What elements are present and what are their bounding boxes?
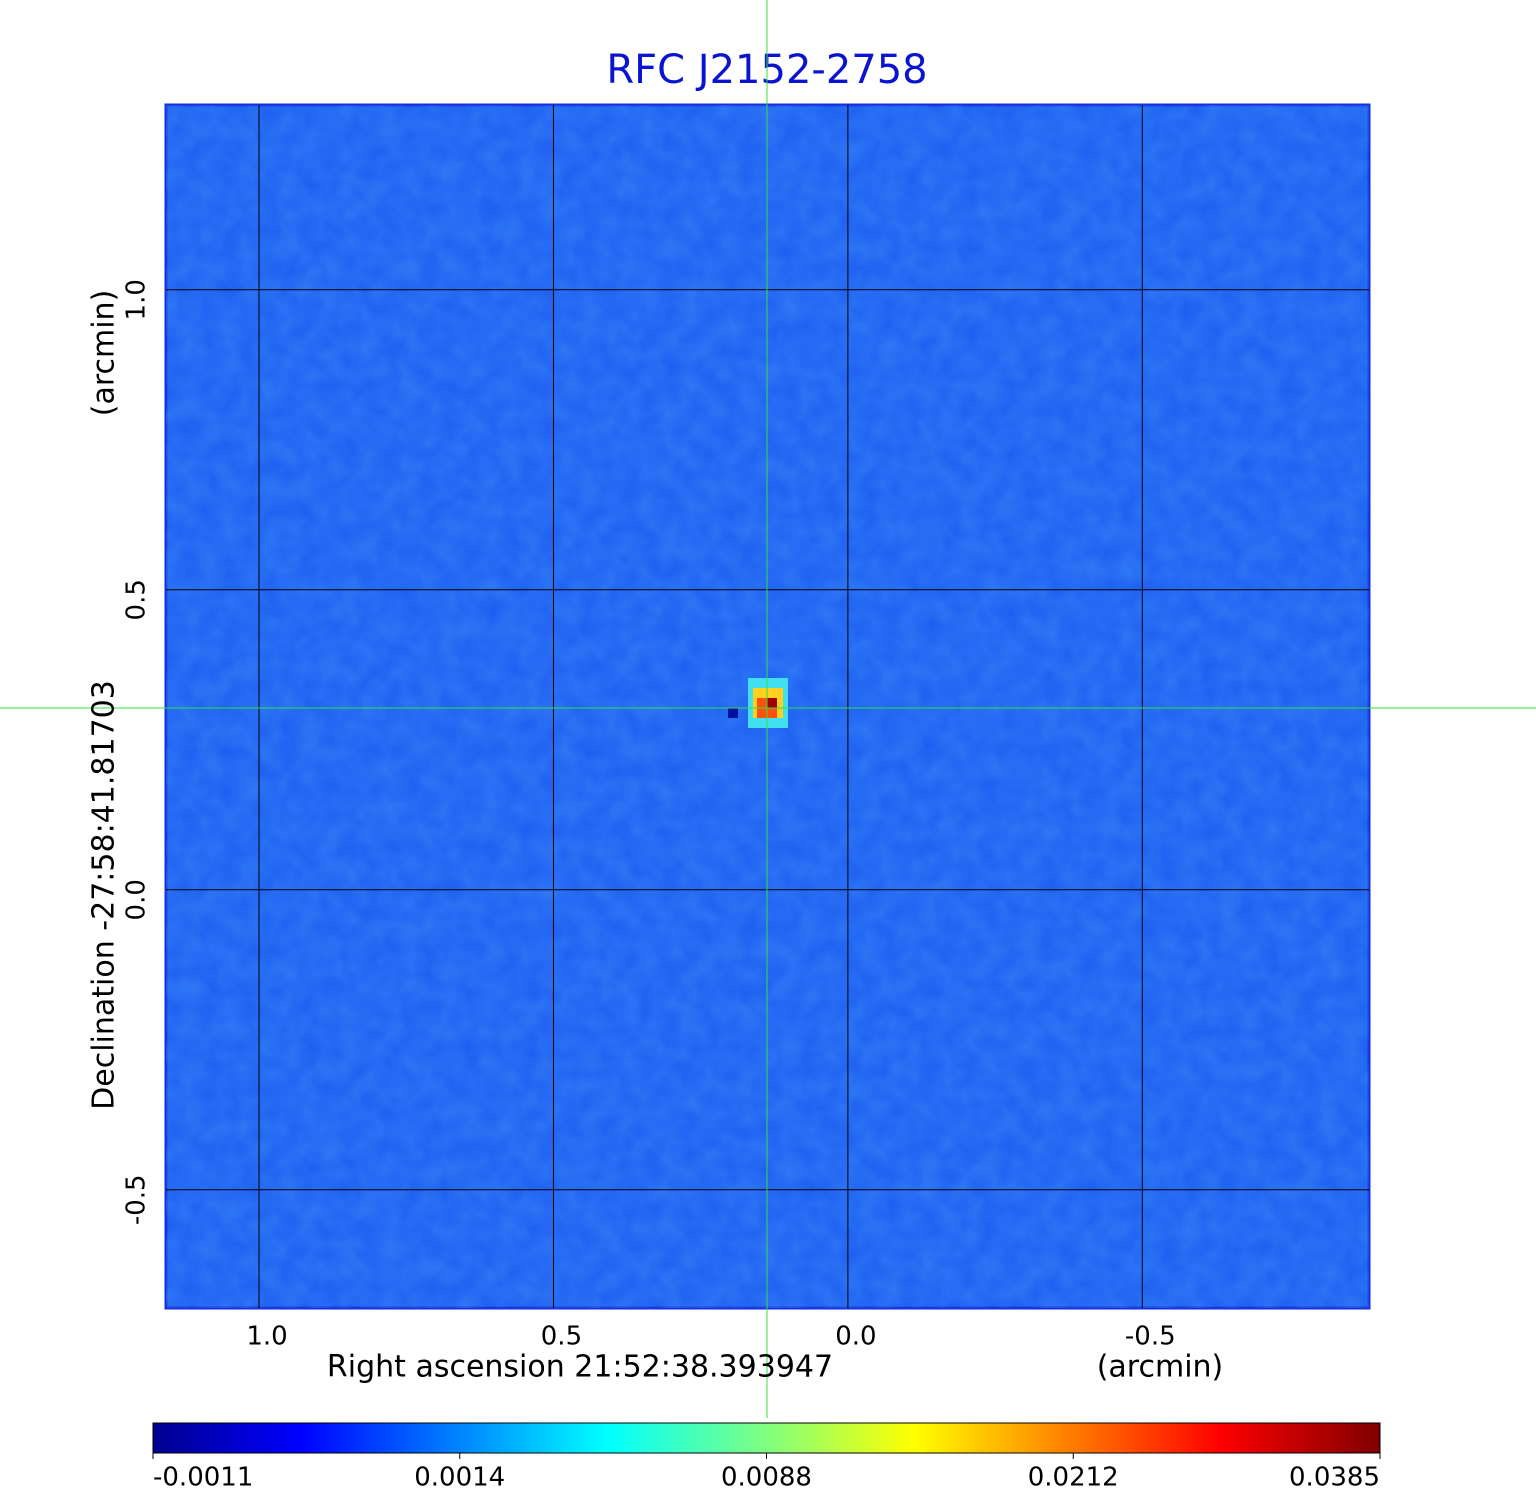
y-axis-unit: (arcmin) xyxy=(87,290,122,417)
x-tick-label: 0.5 xyxy=(541,1322,582,1352)
colorbar-tick-label: 0.0014 xyxy=(414,1463,505,1493)
colorbar-tick-label: 0.0212 xyxy=(1028,1463,1119,1493)
colorbar-tick-label: -0.0011 xyxy=(153,1463,253,1493)
y-tick-label: -0.5 xyxy=(122,1174,152,1225)
x-axis-label: Right ascension 21:52:38.393947 xyxy=(327,1350,833,1385)
y-axis-label: Declination -27:58:41.81703 xyxy=(87,680,122,1110)
y-tick-label: 0.0 xyxy=(122,879,152,920)
x-axis-unit: (arcmin) xyxy=(1097,1350,1224,1385)
x-tick-label: 0.0 xyxy=(835,1322,876,1352)
colorbar-tick-label: 0.0385 xyxy=(1289,1463,1380,1493)
y-tick-label: 0.5 xyxy=(122,579,152,620)
x-tick-label: -0.5 xyxy=(1125,1322,1176,1352)
x-tick-label: 1.0 xyxy=(246,1322,287,1352)
y-tick-label: 1.0 xyxy=(122,279,152,320)
colorbar-tick-label: 0.0088 xyxy=(721,1463,812,1493)
colorbar xyxy=(152,1422,1381,1454)
